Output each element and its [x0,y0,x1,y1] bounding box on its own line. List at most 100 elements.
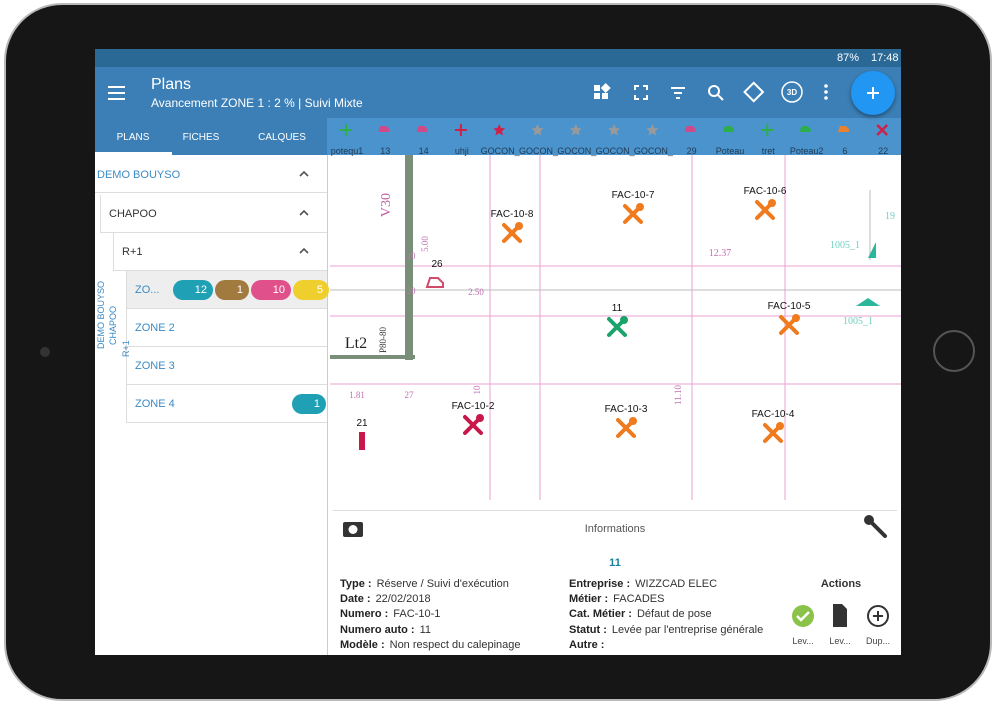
info-field: Statut : Levée par l'entreprise générale [569,624,763,636]
tree-row[interactable] [126,385,327,423]
info-field: Autre : [569,639,604,651]
3d-icon[interactable] [781,81,803,103]
marker-label: FAC-10-7 [612,190,655,201]
layer-label[interactable]: GOCON_ [595,146,635,156]
layer-label[interactable]: GOCON_ [518,146,559,156]
tree-level: R+1 [122,246,143,258]
layer-label[interactable]: 29 [686,146,697,156]
rotate-icon[interactable] [743,81,765,103]
plan-marker[interactable]: FAC-10-5 [768,301,811,335]
layer-label[interactable]: Poteau2 [789,146,824,156]
layer-label[interactable]: 14 [418,146,429,156]
marker-label: 21 [356,418,368,429]
tree-row[interactable] [95,155,327,193]
filter-icon[interactable] [671,87,685,99]
layer-label[interactable]: GOCON_ [480,146,520,156]
layer-label[interactable]: tret [761,146,775,156]
tab[interactable]: FICHES [182,132,220,143]
action-label[interactable]: Lev... [829,636,851,646]
plan-marker[interactable]: FAC-10-6 [744,186,787,220]
plan-marker[interactable]: 26 [425,259,444,288]
tree-row[interactable] [100,195,327,233]
tree-zone: ZONE 2 [135,322,175,334]
tree-zone: ZONE 3 [135,360,175,372]
field-value: 22/02/2018 [375,593,431,606]
plan-label: 1.81 [349,390,365,400]
layer-icon [684,126,696,132]
info-title: Informations [584,523,646,535]
plan-arrow [856,298,880,306]
plan-marker[interactable]: FAC-10-7 [612,190,655,224]
tree-row[interactable] [126,309,327,347]
tree-zone: ZONE 4 [135,398,175,410]
action-label[interactable]: Lev... [792,636,814,646]
chevrons [299,170,309,254]
field-value: Réserve / Suivi d'exécution [376,578,509,590]
layer-icon [837,126,849,132]
info-number: 11 [609,557,621,569]
search-icon[interactable] [708,85,724,101]
plan-marker[interactable]: FAC-10-8 [491,209,534,243]
tree-row[interactable] [113,233,327,271]
action-dup [873,611,883,621]
layer-label[interactable]: GOCON_ [557,146,597,156]
plan-marker[interactable]: FAC-10-4 [752,409,795,443]
home-button[interactable] [933,330,975,372]
marker-label: FAC-10-8 [491,209,534,220]
action-doc [833,604,847,627]
overflow-icon[interactable] [824,84,828,100]
plan-marker[interactable]: FAC-10-3 [605,404,648,438]
tab-indicator [95,152,172,155]
fab-plus [867,87,879,99]
field-label: Modèle : [340,638,385,651]
layer-label[interactable]: 6 [842,146,848,156]
layer-label[interactable]: GOCON_ [633,146,673,156]
layer-icon [608,124,621,136]
action-label[interactable]: Dup... [865,636,891,646]
field-label: Statut : [569,623,607,636]
3d-label: 3D [787,88,797,97]
layer-label[interactable]: 13 [380,146,391,156]
layer-icon [378,126,390,132]
badge: 5 [293,280,329,300]
tab[interactable]: CALQUES [258,132,306,143]
layer-icon [416,126,428,132]
plan-marker[interactable]: 11 [607,303,628,337]
layer-label[interactable]: Poteau [715,146,745,156]
marker-icon [515,222,523,230]
layer-icon [340,124,352,136]
marker-icon [476,414,484,422]
plan-label: 2.50 [468,287,484,297]
layout-icon[interactable] [594,83,611,99]
marker-label: FAC-10-2 [452,401,495,412]
tree-row[interactable] [126,347,327,385]
fab-icon [867,87,879,99]
plan-label: 5.00 [420,236,430,252]
layer-label[interactable]: 22 [878,146,889,156]
layer-label[interactable]: uhji [454,146,469,156]
info-field: Numero : FAC-10-1 [340,608,440,620]
app-subtitle: Avancement ZONE 1 : 2 % | Suivi Mixte [151,96,363,110]
tab[interactable]: PLANS [116,132,150,143]
plan-marker[interactable]: 21 [356,418,368,450]
field-label: Type : [340,578,372,590]
plan-label: 20 [407,286,417,296]
app-title: Plans [151,76,192,93]
camera [40,347,50,357]
badge: 1 [215,280,249,300]
menu-icon[interactable] [108,86,125,100]
layer-icon [723,126,734,132]
info-icons [343,515,889,627]
marker-icon [359,432,365,450]
info-field: Cat. Métier : Défaut de pose [569,608,712,620]
field-label: Cat. Métier : [569,608,632,621]
layer-icon [646,124,659,136]
tab-bar [95,118,327,155]
marker-icon [792,314,800,322]
fullscreen-icon[interactable] [634,85,648,100]
plan-marker[interactable]: FAC-10-2 [452,401,495,435]
layer-label[interactable]: potequ1 [330,146,364,156]
marker-label: 26 [431,259,443,270]
layer-icon [531,124,544,136]
actions-title: Actions [820,578,862,590]
